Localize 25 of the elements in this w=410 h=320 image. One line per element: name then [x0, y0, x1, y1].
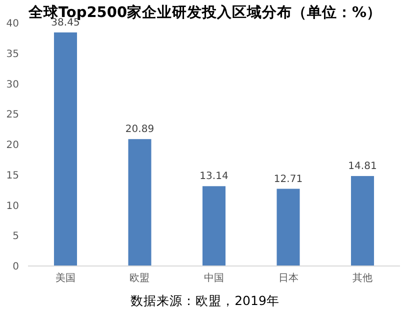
y-tick-label: 15 — [6, 170, 19, 182]
bar — [128, 139, 152, 266]
chart-title: 全球Top2500家企业研发投入区域分布（单位：%） — [27, 3, 382, 21]
y-tick-label: 5 — [12, 231, 19, 242]
y-tick-label: 40 — [6, 18, 19, 30]
data-label: 20.89 — [125, 124, 154, 136]
y-tick-label: 0 — [12, 262, 19, 272]
y-tick-label: 25 — [6, 110, 19, 121]
x-tick-label: 欧盟 — [130, 272, 150, 284]
x-tick-label: 日本 — [278, 272, 298, 284]
bar — [276, 188, 300, 266]
source-note: 数据来源：欧盟，2019年 — [130, 293, 280, 308]
data-label: 12.71 — [274, 174, 303, 185]
y-tick-label: 30 — [6, 79, 19, 90]
data-label: 14.81 — [348, 161, 377, 172]
y-tick-label: 10 — [6, 200, 19, 212]
x-tick-label: 其他 — [352, 272, 373, 284]
y-tick-label: 35 — [6, 48, 19, 60]
data-label: 13.14 — [200, 171, 228, 182]
x-tick-label: 中国 — [204, 272, 224, 284]
bar — [54, 32, 78, 266]
x-tick-label: 美国 — [55, 272, 76, 284]
bar — [350, 176, 374, 266]
bar — [202, 186, 226, 266]
y-tick-label: 20 — [6, 140, 19, 151]
